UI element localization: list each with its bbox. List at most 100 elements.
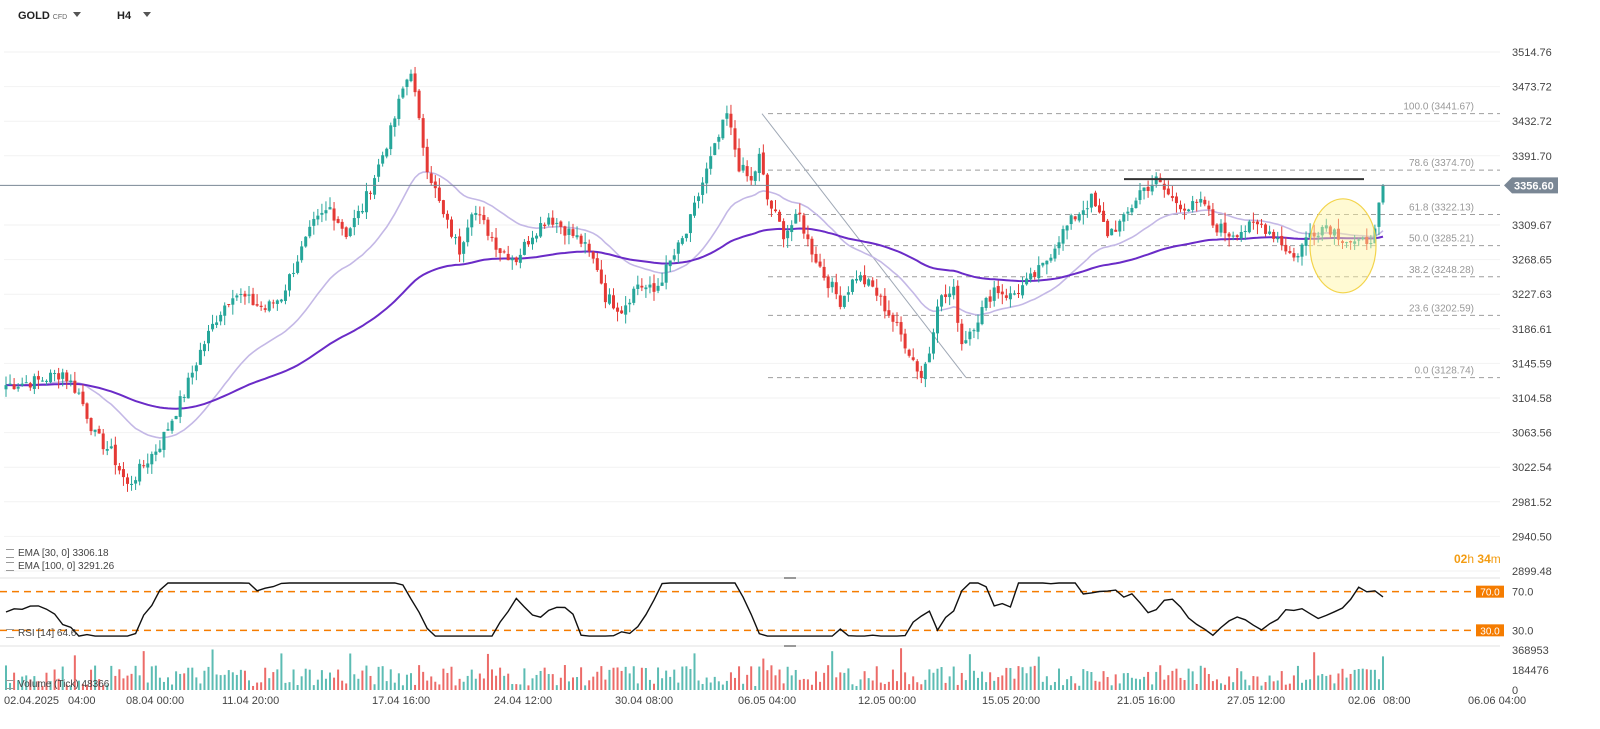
candle-body [798,212,802,215]
candle-body [1353,241,1357,244]
volume-bar [17,680,20,690]
candle-body [697,196,701,202]
candle-body [1085,208,1089,210]
candle-body [73,380,77,393]
candle-body [450,219,453,237]
candle-body [255,304,259,306]
axes: 3514.76 3473.72 3432.72 3391.70 3309.67 3268.… [4,47,1552,707]
candle-body [713,143,717,155]
menu-icon[interactable] [6,548,14,558]
candle-body [405,79,409,87]
volume-bar [952,666,955,690]
volume-bar [381,666,384,690]
volume-bar [264,667,267,690]
volume-bar [280,653,283,690]
volume-bar [1110,685,1113,690]
candle-body [198,349,202,365]
volume-bar [653,683,655,690]
candle-body [474,212,478,216]
candle-body [753,171,757,181]
menu-icon[interactable] [6,628,14,638]
candle-body [1150,184,1154,192]
volume-bar [434,681,437,690]
volume-bar [1143,676,1146,690]
volume-bar [1155,671,1158,690]
legend-ema30[interactable]: EMA [30, 0] 3306.18 [6,548,109,559]
candle-body [292,272,296,274]
legend-rsi[interactable]: RSI [14] 64.6 [6,628,76,639]
volume-bar [235,674,238,690]
candle-body [887,310,891,316]
candle-body [1324,225,1328,229]
candle-body [567,228,571,235]
candle-body [239,293,243,295]
volume-bar [195,677,198,690]
volume-bar [29,679,32,690]
volume-bar [1053,681,1056,690]
volume-bar [499,667,502,690]
candle-body [1179,204,1182,210]
volume-bar [1130,677,1133,690]
volume-bar [65,684,68,690]
volume-bar [1005,667,1008,690]
volume-bar [677,682,680,690]
symbol-selector[interactable]: GOLD CFD [18,10,67,22]
candle-body [640,285,644,288]
volume-bar [762,658,765,690]
price-tick-label: 3391.70 [1512,151,1552,163]
candle-body [1292,253,1296,258]
candle-body [1336,228,1340,240]
menu-icon[interactable] [6,561,14,571]
symbol-dropdown-chevron-icon[interactable] [73,12,81,17]
volume-bar [191,667,194,690]
time-tick-label: 06.05 04:00 [738,695,796,707]
time-tick-label: 08:00 [1383,695,1411,707]
candle-body [895,321,899,323]
candle-body [1154,176,1158,185]
menu-icon[interactable] [6,679,14,689]
candle-body [721,119,725,139]
candle-body [1081,210,1085,215]
candle-body [595,258,599,271]
volume-bar [312,685,315,690]
candle-body [1341,241,1344,243]
volume-bar [1045,676,1048,690]
volume-bar [86,684,88,690]
volume-bar [879,682,882,690]
volume-bar [106,684,109,690]
candle-body [774,209,777,212]
volume-bar [993,680,996,690]
volume-bar [1382,656,1384,690]
volume-bar [551,674,554,690]
candle-body [923,363,927,380]
candle-body [729,113,733,128]
volume-bar [612,667,615,690]
candle-body [616,307,620,312]
candle-body [1077,214,1081,221]
volume-bar [231,672,234,690]
volume-bar [130,673,133,690]
price-tick-label: 3227.63 [1512,289,1552,301]
candle-body [1142,187,1146,192]
volume-bar [1122,673,1125,690]
candle-body [61,372,65,379]
volume-bar [118,669,121,690]
volume-bar [912,676,915,690]
timeframe-dropdown-chevron-icon[interactable] [143,12,151,17]
time-tick-label: 21.05 16:00 [1117,695,1175,707]
volume-bar [948,676,951,690]
candle-body [97,428,101,434]
timeframe-selector[interactable]: H4 [117,10,131,22]
volume-bar [158,677,161,690]
candle-body [915,361,919,372]
volume-bar [296,685,299,690]
volume-bar [81,683,84,690]
volume-bar [41,685,44,690]
candle-body [846,292,850,295]
volume-bar [171,684,174,690]
volume-bar [1001,675,1004,690]
legend-ema100[interactable]: EMA [100, 0] 3291.26 [6,561,114,572]
legend-volume[interactable]: Volume (Tick) 48366 [6,679,109,690]
candle-body [842,295,846,307]
